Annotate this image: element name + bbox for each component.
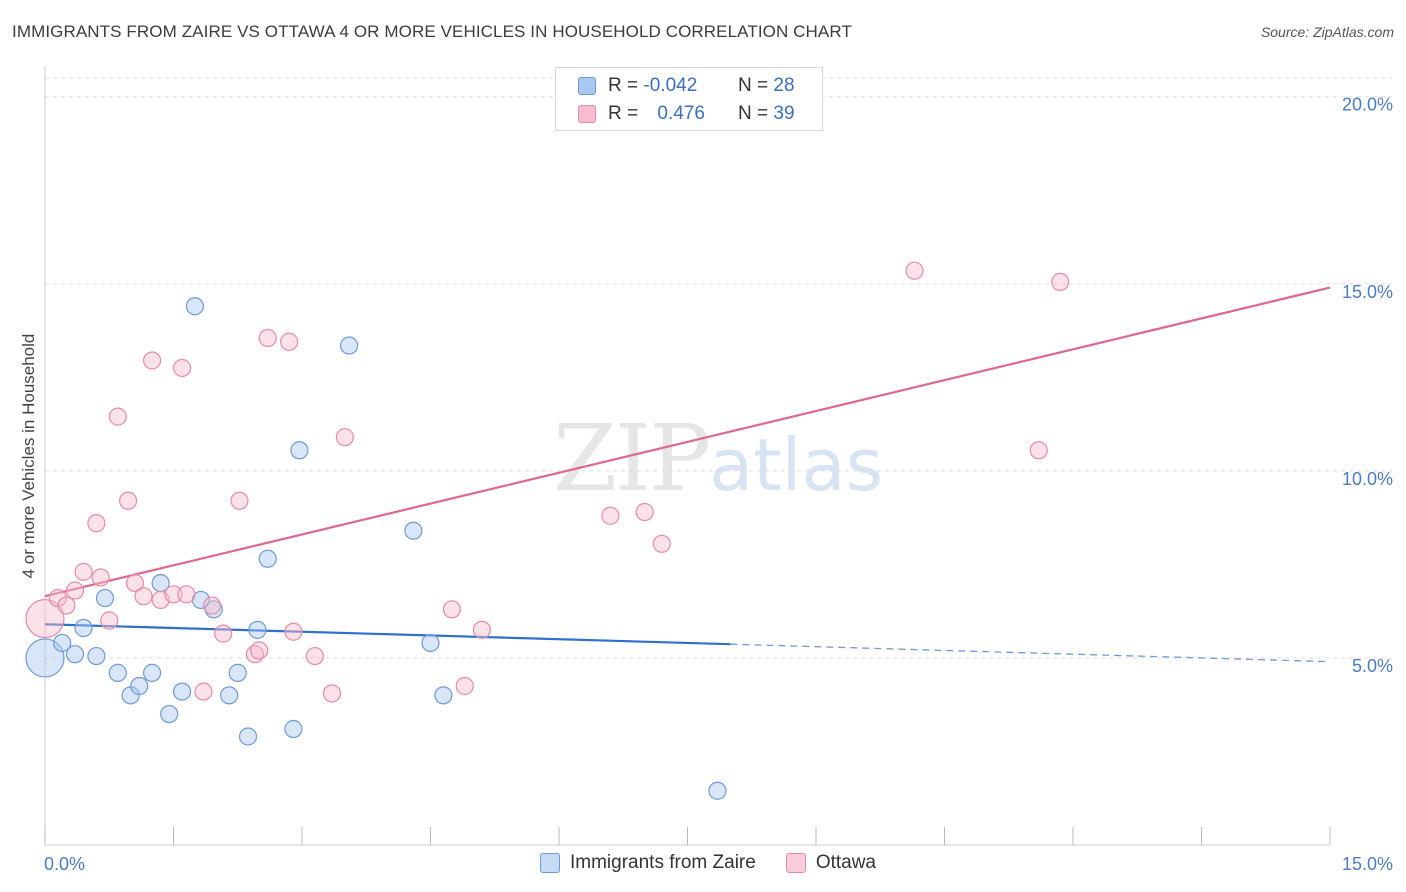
point-zaire-2 [65, 645, 85, 664]
point-ottawa-2 [57, 596, 76, 615]
point-zaire-20 [258, 549, 277, 568]
legend-label-zaire: Immigrants from Zaire [570, 852, 756, 873]
point-zaire-18 [238, 727, 258, 746]
point-ottawa-14 [164, 585, 183, 604]
series-legend: Immigrants from Zaire Ottawa [540, 852, 906, 874]
trend-lines [44, 286, 1331, 663]
point-ottawa-5 [87, 514, 106, 533]
y-tick-label-10: 10.0% [1342, 469, 1393, 489]
point-ottawa-16 [177, 585, 196, 604]
y-tick-label-5: 5.0% [1352, 656, 1393, 676]
point-ottawa-38 [1051, 272, 1070, 292]
legend-swatch-zaire-bottom [540, 853, 560, 873]
point-zaire-19 [248, 620, 267, 639]
point-ottawa-36 [905, 261, 924, 280]
data-points [25, 95, 1070, 800]
watermark-atlas: atlas [709, 423, 884, 507]
point-zaire-4 [87, 646, 106, 666]
point-ottawa-6 [91, 568, 110, 587]
point-zaire-24 [404, 521, 423, 540]
point-ottawa-28 [335, 428, 354, 447]
gridlines [45, 77, 1392, 659]
point-ottawa-27 [322, 684, 342, 703]
trend-line-ottawa [44, 286, 1331, 598]
point-zaire-22 [290, 441, 309, 460]
point-ottawa-33 [635, 502, 654, 522]
point-ottawa-18 [202, 596, 222, 615]
point-ottawa-29 [442, 600, 462, 619]
legend-item-zaire[interactable]: Immigrants from Zaire [540, 852, 756, 874]
point-zaire-9 [142, 663, 162, 682]
point-ottawa-32 [601, 506, 620, 525]
point-ottawa-22 [250, 641, 269, 660]
point-zaire-0 [25, 638, 65, 678]
legend-row-ottawa: R = 0.476 N = 39 [578, 101, 795, 127]
point-zaire-25 [421, 633, 440, 653]
watermark-zip: ZIP [553, 405, 711, 512]
point-ottawa-34 [652, 534, 671, 553]
chart-title: IMMIGRANTS FROM ZAIRE VS OTTAWA 4 OR MOR… [12, 22, 852, 41]
y-tick-label-20: 20.0% [1342, 95, 1393, 115]
point-zaire-16 [220, 686, 239, 705]
point-zaire-1 [53, 633, 72, 653]
y-axis-label: 4 or more Vehicles in Household [19, 334, 38, 579]
legend-swatch-ottawa-bottom [785, 853, 806, 873]
correlation-legend: R = -0.042 N = 28 R = 0.476 N = 39 [555, 67, 823, 131]
point-ottawa-12 [142, 351, 162, 370]
legend-item-ottawa[interactable]: Ottawa [785, 852, 877, 874]
point-zaire-13 [185, 297, 205, 316]
point-zaire-6 [108, 663, 127, 682]
point-ottawa-37 [1029, 441, 1048, 460]
point-zaire-27 [708, 781, 727, 800]
source-label: Source: ZipAtlas.com [1260, 24, 1394, 40]
point-ottawa-30 [455, 676, 474, 696]
point-ottawa-10 [125, 573, 145, 593]
point-zaire-21 [284, 719, 303, 739]
point-ottawa-20 [230, 491, 249, 510]
legend-row-zaire: R = -0.042 N = 28 [578, 73, 795, 99]
point-zaire-17 [228, 663, 247, 682]
point-ottawa-8 [108, 407, 127, 426]
x-tick-label-min: 0.0% [44, 854, 85, 874]
point-ottawa-0 [25, 599, 65, 639]
legend-swatch-zaire [578, 77, 596, 95]
point-zaire-11 [160, 704, 179, 724]
tick-labels: 5.0% 10.0% 15.0% 20.0% 0.0% 15.0% [44, 95, 1393, 874]
point-ottawa-23 [258, 328, 277, 348]
point-ottawa-7 [100, 611, 119, 630]
point-zaire-12 [172, 682, 192, 701]
point-ottawa-11 [134, 587, 153, 606]
legend-swatch-ottawa [578, 105, 596, 123]
trend-line-zaire [44, 623, 731, 646]
point-ottawa-3 [65, 581, 85, 600]
point-ottawa-17 [194, 682, 213, 701]
point-ottawa-9 [118, 491, 138, 510]
point-zaire-3 [74, 618, 93, 638]
trend-line-zaire-extrapolated [730, 643, 1331, 663]
axes [44, 66, 1331, 846]
y-tick-label-15: 15.0% [1342, 282, 1393, 302]
legend-r-zaire: R = -0.042 [608, 75, 698, 96]
point-ottawa-26 [305, 646, 324, 666]
point-zaire-23 [340, 336, 359, 355]
point-ottawa-31 [472, 620, 491, 639]
watermark: ZIPatlas [553, 405, 883, 512]
point-zaire-5 [95, 588, 115, 608]
legend-n-ottawa: N = 39 [738, 103, 795, 124]
point-ottawa-25 [284, 622, 303, 641]
legend-label-ottawa: Ottawa [815, 852, 877, 873]
point-ottawa-15 [172, 358, 192, 378]
legend-r-ottawa: R = 0.476 [608, 103, 705, 124]
x-tick-label-max: 15.0% [1342, 854, 1393, 874]
point-zaire-8 [130, 676, 149, 696]
point-zaire-26 [434, 686, 453, 705]
legend-n-zaire: N = 28 [738, 75, 795, 96]
point-ottawa-4 [74, 562, 93, 581]
point-ottawa-19 [214, 624, 233, 643]
point-ottawa-24 [280, 332, 299, 351]
